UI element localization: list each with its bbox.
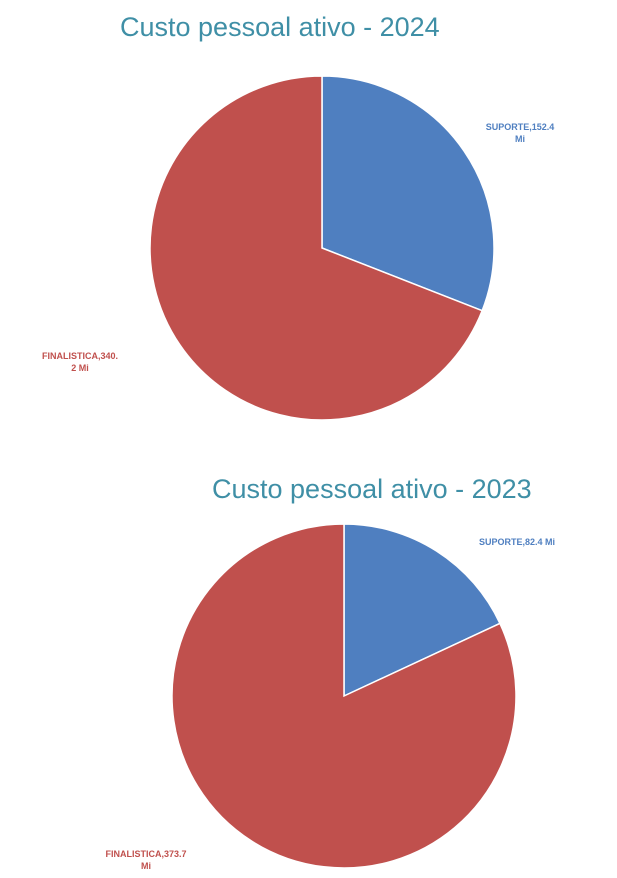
slice-label-finalistica-line1: FINALISTICA,340.	[41, 351, 118, 361]
slice-label-finalistica-line2: 2 Mi	[71, 363, 89, 373]
chart-title: Custo pessoal ativo - 2023	[212, 474, 532, 504]
slice-label-finalistica: FINALISTICA,373.7 Mi	[91, 848, 201, 872]
slice-label-suporte: SUPORTE,152.4 Mi	[470, 121, 570, 145]
slice-label-finalistica: FINALISTICA,340. 2 Mi	[30, 350, 130, 374]
pie-2024	[149, 75, 495, 421]
slice-label-finalistica-line2: Mi	[141, 861, 151, 871]
slice-label-suporte: SUPORTE,82.4 Mi	[447, 536, 587, 548]
pie-slice-finalistica	[149, 75, 484, 421]
slice-label-finalistica-line1: FINALISTICA,373.7	[105, 849, 187, 859]
pie-chart-2024: Custo pessoal ativo - 2024 SUPORTE,152.4…	[30, 12, 570, 421]
slice-label-suporte-line2: Mi	[515, 134, 525, 144]
slice-label-suporte-line1: SUPORTE,82.4 Mi	[478, 537, 556, 547]
chart-title: Custo pessoal ativo - 2024	[120, 12, 440, 42]
pie-slice-finalistica	[171, 523, 517, 869]
slice-label-suporte-line1: SUPORTE,152.4	[485, 122, 555, 132]
pie-chart-2023: Custo pessoal ativo - 2023 SUPORTE,82.4 …	[0, 440, 617, 877]
pie-slice-suporte	[321, 75, 495, 312]
pie-slice-suporte	[343, 523, 501, 698]
pie-2023	[171, 523, 517, 869]
